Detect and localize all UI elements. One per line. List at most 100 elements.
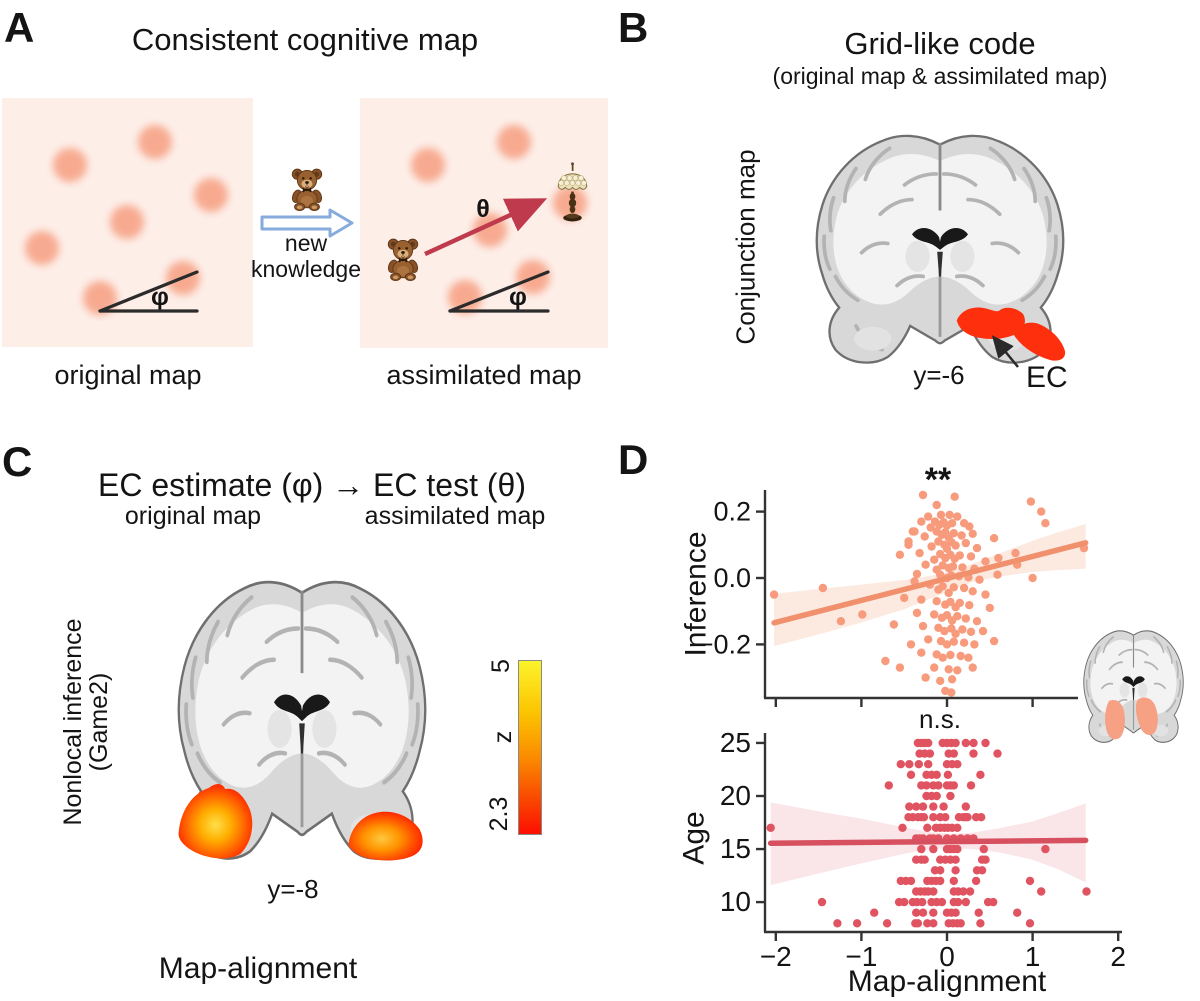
data-point [1037,887,1046,896]
data-point [963,813,972,822]
teddy-bear-icon [386,238,420,281]
data-point [912,802,921,811]
data-point [917,517,926,526]
map-location-dot [110,205,144,239]
data-point [833,919,842,928]
data-point [818,583,828,593]
data-point [929,908,938,917]
data-point [981,590,990,599]
data-point [1037,507,1046,516]
original-map-caption: original map [54,360,202,390]
data-point [921,673,930,682]
data-point [944,665,953,674]
phi-angle-label: φ [509,283,527,311]
slice-coordinate-label-b: y=-6 [913,360,965,390]
data-point [920,532,929,541]
data-point [1082,887,1091,896]
data-point [951,541,960,550]
data-point [817,897,827,907]
data-point [949,876,958,886]
data-point [959,638,969,647]
data-point [912,608,922,618]
data-point [941,813,950,822]
data-point [769,590,779,599]
data-point [972,617,982,626]
data-point [953,760,962,769]
data-point [949,781,958,790]
data-point [914,760,923,769]
data-point [961,897,970,907]
data-point [966,552,976,561]
data-point [898,823,907,832]
map-location-dot [497,125,531,159]
assimilated-map-caption: assimilated map [386,360,582,390]
data-point [949,583,958,592]
data-point [900,897,909,907]
map-location-dot [194,178,228,212]
colorbar-min-label: 2.3 [484,796,513,832]
y-tick-label: 25 [720,727,751,758]
data-point [918,490,928,500]
data-point [929,802,938,811]
significance-stars: ** [924,461,952,499]
data-point [975,575,984,584]
data-point [994,553,1003,563]
map-location-dot [411,148,445,182]
brain-coronal-slice-b [814,134,1066,365]
data-point [953,666,962,675]
ec-activation-left [178,783,253,859]
x-tick-label: 2 [1110,941,1126,972]
data-point [929,813,938,822]
data-point [937,613,947,622]
teddy-bear-icon [290,168,324,211]
data-point [929,919,938,928]
data-point [925,749,935,758]
data-point [964,653,973,662]
data-point [966,781,976,790]
new-knowledge-label-line1: new [284,230,328,256]
data-point [947,675,957,684]
data-point [930,663,939,672]
data-point [976,770,985,779]
data-point [947,616,957,625]
data-point [923,823,932,832]
ns-label: n.s. [919,704,961,734]
data-point [932,500,941,510]
data-point [978,626,988,636]
data-point [906,640,916,649]
data-point [951,866,960,875]
data-point [921,560,930,569]
data-point [953,897,963,907]
ec-activation-right [1012,322,1066,361]
data-point [941,600,950,609]
data-point [944,563,953,573]
data-point [993,749,1002,758]
data-point [939,802,948,811]
data-point [910,527,919,536]
data-point [924,635,933,644]
data-point [936,876,945,886]
data-point [965,522,974,531]
data-point [977,866,987,875]
data-point [953,512,962,521]
map-location-dot [53,148,87,182]
data-point [852,919,862,928]
data-point [930,610,939,619]
data-point [961,614,970,623]
data-point [918,908,928,917]
data-point [936,510,946,520]
data-point [968,663,977,672]
panel-c-subtitle-left: original map [124,502,262,530]
data-point [932,770,941,779]
data-point [965,887,975,896]
data-point [1011,548,1020,558]
ec-activation-left [956,307,1025,340]
ec-activation-right [348,811,423,861]
data-point [953,844,962,854]
data-point [934,781,943,790]
data-point [961,802,970,811]
panel-letter-b: B [618,4,649,51]
data-point [917,844,926,854]
panel-letter-d: D [618,436,649,483]
data-point [905,802,914,811]
